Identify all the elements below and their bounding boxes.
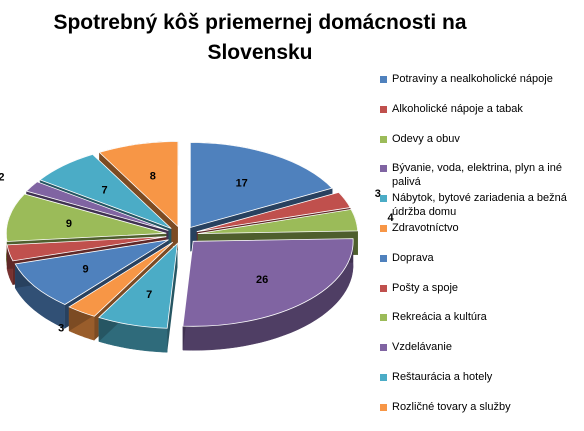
- pie-slice-9: [25, 181, 169, 231]
- pie-slice-11: [98, 141, 179, 228]
- data-label-11: 8: [150, 171, 156, 183]
- pie-slice-6: [14, 239, 169, 305]
- legend-label-4: Nábytok, bytové zariadenia a bežná údržb…: [392, 192, 567, 219]
- legend-item-3: Bývanie, voda, elektrina, plyn a iné pal…: [380, 161, 580, 189]
- legend-swatch-1: [380, 105, 387, 113]
- data-label-10: 7: [102, 185, 108, 197]
- pie-slice-4: [98, 242, 178, 329]
- pie-slice-10: [39, 153, 172, 229]
- legend-label-10: Reštaurácia a hotely: [392, 371, 493, 383]
- pie-slice-8: [5, 193, 167, 242]
- legend-swatch-2: [380, 135, 387, 143]
- legend-item-2: Odevy a obuv: [380, 132, 580, 146]
- legend-item-10: Reštaurácia a hotely: [380, 370, 580, 384]
- legend-swatch-11: [380, 403, 387, 411]
- legend-label-2: Odevy a obuv: [392, 132, 460, 145]
- data-label-1: 3: [375, 188, 381, 200]
- legend-label-8: Rekreácia a kultúra: [392, 311, 487, 324]
- legend-swatch-4: [380, 195, 387, 203]
- data-label-5: 3: [58, 322, 64, 334]
- legend-swatch-8: [380, 314, 387, 322]
- data-label-0: 17: [236, 177, 248, 189]
- chart-title: Spotrebný kôš priemernej domácnosti na S…: [53, 11, 467, 64]
- legend-swatch-0: [380, 76, 387, 83]
- pie-slice-5: [68, 241, 174, 317]
- legend-item-0: Potraviny a nealkoholické nápoje: [380, 72, 580, 86]
- legend-label-3: Bývanie, voda, elektrina, plyn a iné pal…: [392, 162, 562, 189]
- legend-item-6: Doprava: [380, 251, 580, 265]
- pie-slice-7: [6, 236, 167, 262]
- legend-item-11: Rozličné tovary a služby: [380, 400, 580, 414]
- legend-label-5: Zdravotníctvo: [392, 222, 459, 234]
- pie-slice-2: [197, 208, 359, 234]
- pie-slice-3: [182, 238, 354, 327]
- pie-slice-1: [196, 191, 351, 233]
- legend-label-6: Doprava: [392, 251, 434, 264]
- legend-label-9: Vzdelávanie: [392, 341, 452, 354]
- legend-label-1: Alkoholické nápoje a tabak: [392, 102, 523, 115]
- legend-item-8: Rekreácia a kultúra: [380, 310, 580, 324]
- legend-swatch-3: [380, 165, 387, 173]
- data-labels: 17342673939278: [0, 171, 394, 335]
- pie-slice-0: [189, 142, 333, 229]
- data-label-6: 9: [82, 264, 88, 276]
- legend-item-1: Alkoholické nápoje a tabak: [380, 102, 580, 116]
- legend-item-5: Zdravotníctvo: [380, 221, 580, 235]
- data-label-3: 26: [256, 274, 268, 286]
- legend-swatch-9: [380, 344, 387, 352]
- legend-item-4: Nábytok, bytové zariadenia a bežná údržb…: [380, 191, 580, 219]
- legend-label-11: Rozličné tovary a služby: [392, 400, 511, 413]
- data-label-9: 2: [0, 172, 4, 184]
- data-label-4: 7: [146, 289, 152, 301]
- pie-tops: [5, 141, 359, 329]
- legend-swatch-7: [380, 284, 387, 292]
- legend-label-7: Pošty a spoje: [392, 281, 459, 294]
- data-label-8: 9: [66, 218, 72, 230]
- legend-swatch-5: [380, 225, 387, 232]
- legend-item-9: Vzdelávanie: [380, 340, 580, 354]
- legend-swatch-10: [380, 374, 387, 381]
- legend-swatch-6: [380, 254, 387, 262]
- legend-item-7: Pošty a spoje: [380, 281, 580, 295]
- legend-label-0: Potraviny a nealkoholické nápoje: [392, 73, 553, 85]
- data-label-2: 4: [387, 212, 394, 224]
- pie-wall-4-0: [167, 243, 178, 353]
